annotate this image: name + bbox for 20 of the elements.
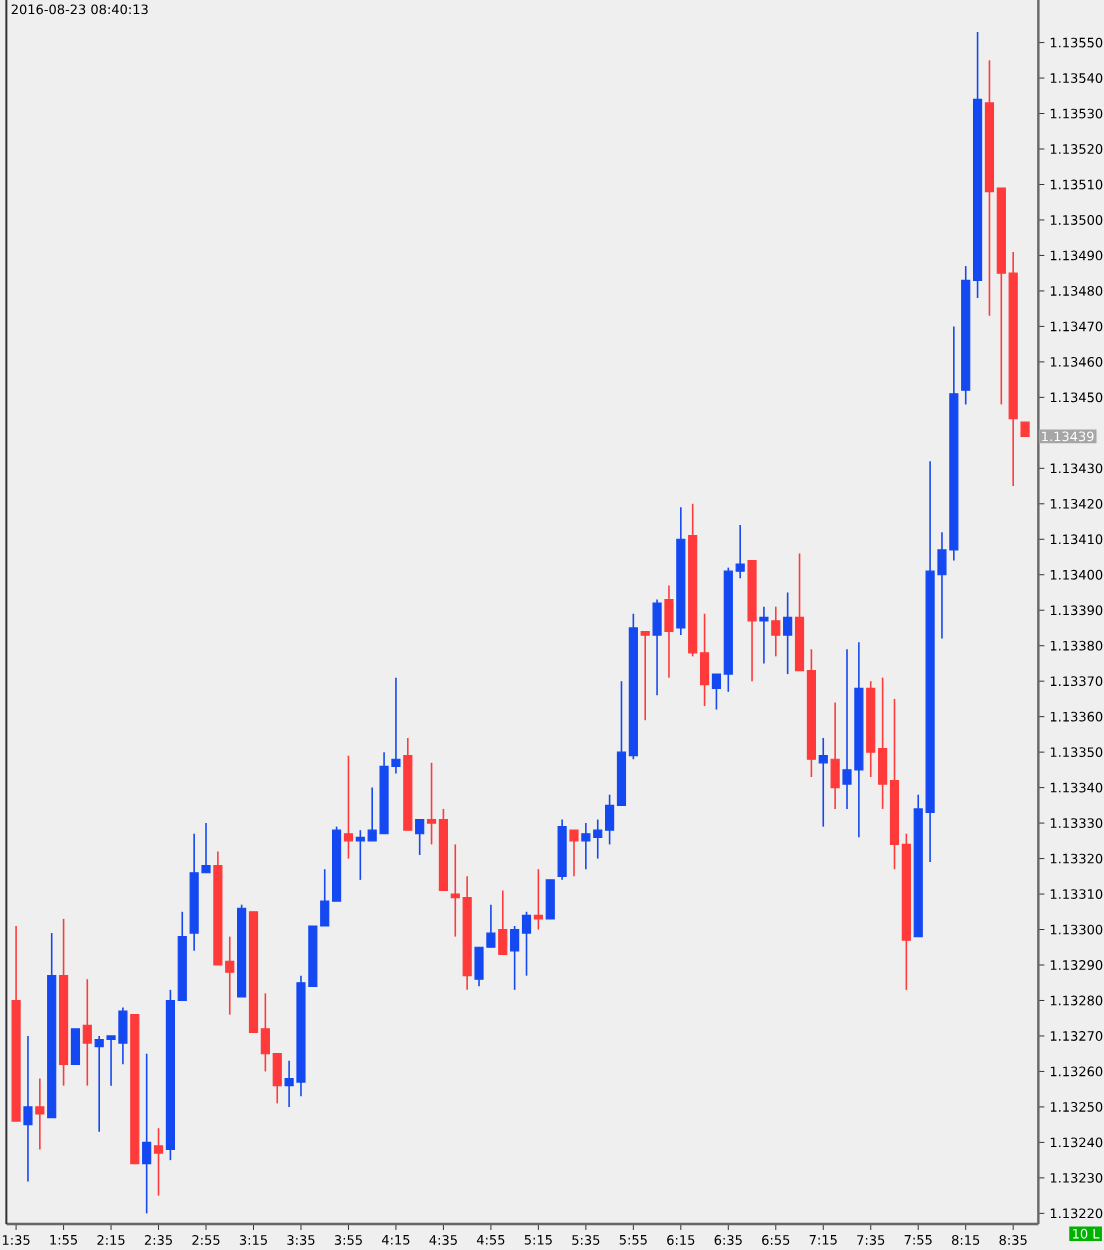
candlestick [569, 829, 579, 878]
candlestick [70, 1028, 80, 1066]
candlestick [652, 598, 662, 697]
candlestick [141, 1052, 152, 1215]
candlestick [23, 1035, 33, 1183]
candlestick [153, 1127, 163, 1197]
candlestick [545, 879, 555, 920]
candlestick [818, 737, 828, 828]
candlestick [82, 978, 92, 1087]
candlestick [343, 754, 353, 860]
candlestick [35, 1077, 45, 1151]
candlestick [759, 605, 769, 665]
candlestick [664, 584, 674, 679]
candlestick [640, 630, 650, 722]
candlestick [533, 868, 543, 931]
candlestick [498, 889, 508, 956]
candlestick [414, 818, 425, 856]
candlestick [771, 605, 781, 658]
candlestick [782, 591, 793, 675]
candlestick [830, 701, 840, 810]
